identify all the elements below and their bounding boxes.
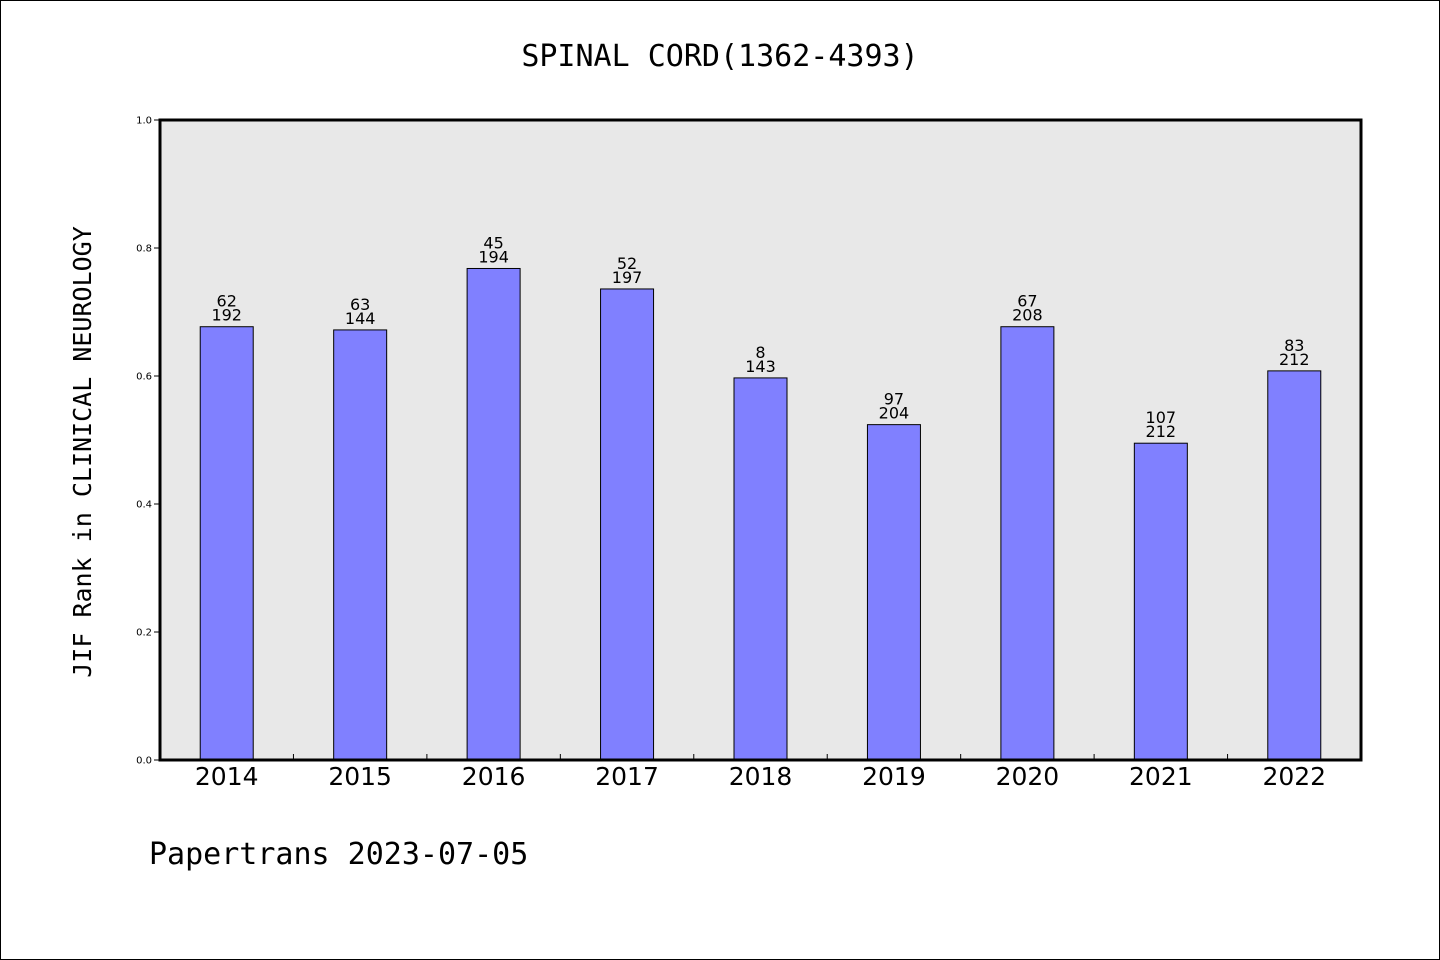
plot-border: [158, 118, 1363, 762]
data-label-total: 144: [345, 309, 376, 328]
bar-2019: [866, 424, 921, 761]
data-label-total: 143: [745, 357, 776, 376]
data-label-total: 208: [1012, 306, 1043, 325]
x-tick-label: 2020: [996, 762, 1060, 791]
data-label-total: 197: [612, 268, 643, 287]
data-label-total: 194: [478, 247, 509, 266]
data-label-rank: 107: [1146, 408, 1177, 427]
footer-text: Papertrans 2023-07-05: [149, 837, 528, 872]
bar-2022: [1267, 370, 1322, 761]
x-tick-label: 2016: [462, 762, 526, 791]
x-tick-label: 2015: [328, 762, 392, 791]
x-tick-label: 2018: [729, 762, 793, 791]
data-label-total: 204: [879, 404, 910, 423]
x-tick-label: 2017: [595, 762, 659, 791]
x-tick-label: 2021: [1129, 762, 1193, 791]
y-tick-label: 0.4: [136, 500, 152, 511]
y-tick-label: 0.2: [136, 628, 152, 639]
bars: [199, 267, 1322, 761]
data-label-rank: 45: [483, 233, 503, 252]
chart-title: SPINAL CORD(1362-4393): [521, 39, 918, 74]
bar-2017: [600, 288, 655, 761]
y-axis-ticks: 0.0 0.2 0.4 0.6 0.8 1.0: [136, 116, 160, 767]
y-tick-label: 1.0: [136, 116, 152, 127]
y-tick-label: 0.0: [136, 756, 152, 767]
data-label-rank: 83: [1284, 336, 1304, 355]
data-label-rank: 63: [350, 295, 370, 314]
data-label-total: 212: [1146, 422, 1177, 441]
y-tick-label: 0.6: [136, 372, 152, 383]
data-label-rank: 62: [217, 292, 237, 311]
y-tick-label: 0.8: [136, 244, 152, 255]
data-label-rank: 8: [755, 343, 765, 362]
data-label-rank: 67: [1017, 292, 1037, 311]
y-axis-label: JIF Rank in CLINICAL NEUROLOGY: [68, 226, 97, 678]
data-label-total: 212: [1279, 350, 1310, 369]
x-tick-label: 2022: [1262, 762, 1326, 791]
data-label-rank: 97: [884, 390, 904, 409]
bar-2016: [466, 267, 521, 761]
data-label-rank: 52: [617, 254, 637, 273]
bar-2015: [333, 329, 388, 761]
data-label-total: 192: [211, 306, 242, 325]
x-tick-label: 2014: [195, 762, 259, 791]
x-axis-ticks: 2014 2015 2016 2017 2018 2019 2020 2021 2022: [195, 754, 1326, 791]
x-tick-label: 2019: [862, 762, 926, 791]
bar-2020: [1000, 326, 1055, 761]
bar-2018: [733, 377, 788, 761]
bar-2021: [1133, 442, 1188, 761]
bar-2014: [199, 326, 254, 761]
